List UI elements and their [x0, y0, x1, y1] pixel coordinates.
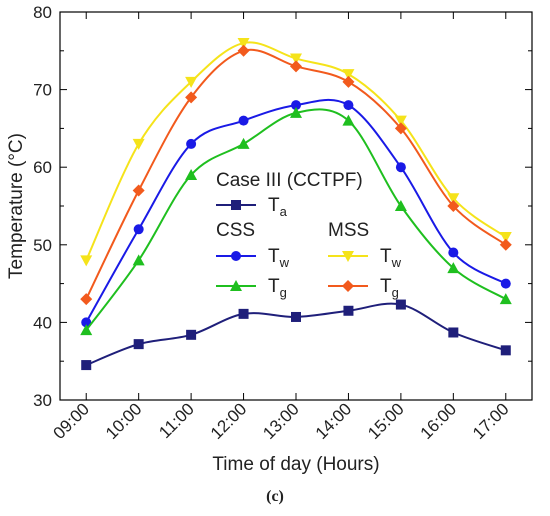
- data-point-ta: [81, 360, 92, 371]
- data-point-mss_tw: [80, 255, 93, 267]
- data-point-mss_tg: [290, 60, 302, 73]
- y-axis-title: Temperature (°C): [6, 133, 27, 279]
- legend-label-ta: Ta: [268, 195, 288, 219]
- data-point-css_tg: [499, 293, 512, 305]
- data-point-ta: [133, 339, 144, 350]
- data-point-css_tg: [185, 168, 198, 180]
- legend-marker-mss_tw: [342, 251, 354, 262]
- y-tick-label: 40: [33, 313, 52, 332]
- data-point-css_tg: [132, 254, 145, 266]
- legend-marker-ta: [231, 200, 241, 210]
- series-line-mss_tw: [85, 41, 507, 261]
- legend-marker-css_tw: [231, 251, 241, 261]
- data-point-ta: [343, 305, 354, 316]
- data-point-css_tw: [500, 278, 511, 289]
- series-line-css_tg: [85, 108, 507, 331]
- data-point-mss_tw: [132, 138, 145, 150]
- legend-label-mss_tw: Tw: [380, 246, 402, 270]
- data-point-mss_tw: [185, 76, 198, 88]
- data-point-mss_tw: [290, 53, 302, 65]
- series-line-css_tw: [85, 98, 507, 323]
- x-tick-label: 11:00: [155, 399, 198, 442]
- data-point-mss_tg: [237, 44, 250, 57]
- data-point-css_tw: [291, 100, 301, 111]
- y-tick-label: 70: [33, 81, 52, 100]
- series-mss_tg: [80, 44, 512, 306]
- data-point-mss_tw: [342, 69, 355, 81]
- data-point-css_tw: [133, 224, 144, 235]
- x-tick-label: 14:00: [312, 399, 356, 443]
- x-tick-label: 15:00: [364, 399, 408, 443]
- data-point-css_tg: [342, 114, 355, 126]
- data-point-ta: [448, 327, 459, 338]
- legend-label-mss_tg: Tg: [380, 276, 399, 300]
- data-point-mss_tg: [185, 91, 198, 104]
- x-axis-title: Time of day (Hours): [212, 454, 379, 475]
- data-point-ta: [395, 299, 406, 310]
- data-point-mss_tw: [237, 38, 250, 50]
- data-point-css_tw: [343, 100, 354, 111]
- data-point-css_tw: [238, 115, 249, 126]
- data-point-css_tg: [394, 200, 407, 211]
- data-point-mss_tw: [499, 232, 512, 244]
- legend-label-css_tg: Tg: [268, 276, 287, 300]
- data-point-ta: [291, 311, 301, 322]
- y-tick-label: 50: [33, 236, 52, 255]
- legend-header-css: CSS: [216, 220, 255, 241]
- x-tick-label: 13:00: [259, 399, 303, 443]
- data-point-css_tg: [290, 106, 302, 118]
- x-tick-label: 12:00: [207, 399, 251, 443]
- legend-label-css_tw: Tw: [268, 246, 290, 270]
- data-point-mss_tg: [80, 293, 93, 306]
- data-point-mss_tw: [394, 115, 407, 127]
- data-point-css_tw: [186, 138, 197, 149]
- data-point-mss_tg: [342, 75, 355, 88]
- data-point-css_tw: [81, 317, 92, 328]
- data-point-css_tw: [395, 162, 406, 173]
- x-tick-label: 17:00: [469, 399, 513, 443]
- data-point-css_tg: [80, 324, 93, 336]
- legend-header-mss: MSS: [328, 220, 369, 241]
- data-point-ta: [238, 308, 249, 319]
- data-point-mss_tg: [132, 184, 145, 197]
- series-mss_tw: [80, 38, 512, 267]
- y-tick-label: 60: [33, 158, 52, 177]
- data-point-mss_tg: [499, 238, 512, 251]
- data-point-mss_tg: [447, 200, 460, 212]
- data-point-ta: [500, 345, 511, 356]
- x-tick-label: 16:00: [417, 399, 461, 443]
- data-point-ta: [186, 329, 197, 340]
- legend-marker-css_tg: [230, 280, 242, 291]
- data-point-css_tw: [448, 247, 459, 258]
- data-point-css_tg: [237, 137, 250, 149]
- y-tick-label: 30: [33, 391, 52, 410]
- legend-header-case: Case III (CCTPF): [216, 170, 363, 191]
- data-point-mss_tg: [394, 122, 407, 135]
- series-css_tw: [81, 98, 511, 328]
- x-tick-label: 09:00: [50, 399, 94, 443]
- data-point-mss_tw: [447, 193, 460, 205]
- panel-label: (c): [266, 488, 284, 505]
- series-css_tg: [80, 106, 512, 336]
- y-tick-label: 80: [33, 3, 52, 22]
- data-point-css_tg: [447, 262, 460, 274]
- x-tick-label: 10:00: [102, 399, 146, 443]
- legend: Case III (CCTPF) Ta CSS MSS Tw Tw Tg Tg: [216, 170, 402, 300]
- series-ta: [81, 299, 511, 371]
- legend-marker-mss_tg: [342, 280, 354, 292]
